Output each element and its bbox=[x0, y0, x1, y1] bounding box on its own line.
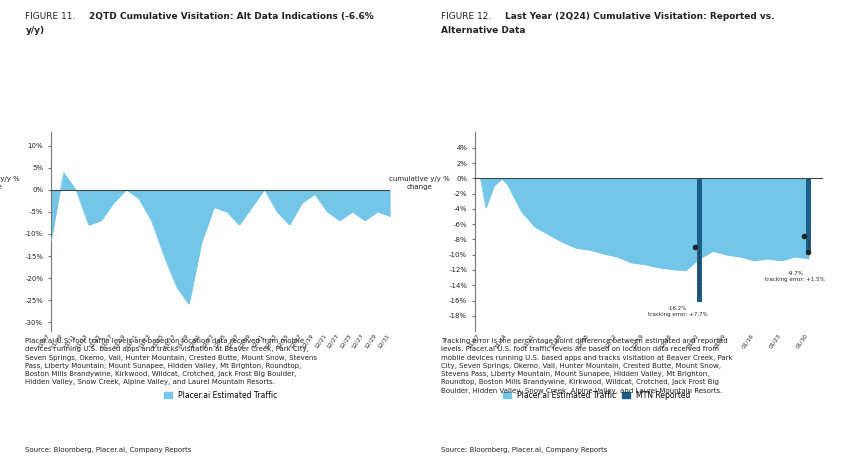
Bar bbox=[806, 178, 812, 253]
Text: Last Year (2Q24) Cumulative Visitation: Reported vs.: Last Year (2Q24) Cumulative Visitation: … bbox=[505, 12, 774, 21]
Text: Alternative Data: Alternative Data bbox=[441, 26, 526, 35]
Text: y/y): y/y) bbox=[25, 26, 45, 35]
Text: FIGURE 12.: FIGURE 12. bbox=[441, 12, 494, 21]
Text: 2QTD Cumulative Visitation: Alt Data Indications (-6.6%: 2QTD Cumulative Visitation: Alt Data Ind… bbox=[89, 12, 374, 21]
Text: FIGURE 11.: FIGURE 11. bbox=[25, 12, 79, 21]
Text: Tracking error is the percentage point difference between estimated and reported: Tracking error is the percentage point d… bbox=[441, 338, 733, 394]
Text: cumulative y/y %
change: cumulative y/y % change bbox=[0, 176, 20, 190]
Text: -16.2%
tracking error: +7.7%: -16.2% tracking error: +7.7% bbox=[648, 306, 707, 317]
Text: Placer.ai U.S. foot traffic levels are based on location data received from mobi: Placer.ai U.S. foot traffic levels are b… bbox=[25, 338, 317, 385]
Legend: Placer.ai Estimated Traffic: Placer.ai Estimated Traffic bbox=[161, 388, 280, 403]
Text: cumulative y/y %
change: cumulative y/y % change bbox=[389, 176, 449, 190]
Legend: Placer.ai Estimated Traffic, MTN Reported: Placer.ai Estimated Traffic, MTN Reporte… bbox=[499, 388, 694, 403]
Text: Source: Bloomberg, Placer.ai, Company Reports: Source: Bloomberg, Placer.ai, Company Re… bbox=[441, 447, 607, 453]
Text: -9.7%
tracking error: +1.5%: -9.7% tracking error: +1.5% bbox=[765, 271, 825, 282]
Bar bbox=[697, 178, 702, 302]
Text: Source: Bloomberg, Placer.ai, Company Reports: Source: Bloomberg, Placer.ai, Company Re… bbox=[25, 447, 192, 453]
